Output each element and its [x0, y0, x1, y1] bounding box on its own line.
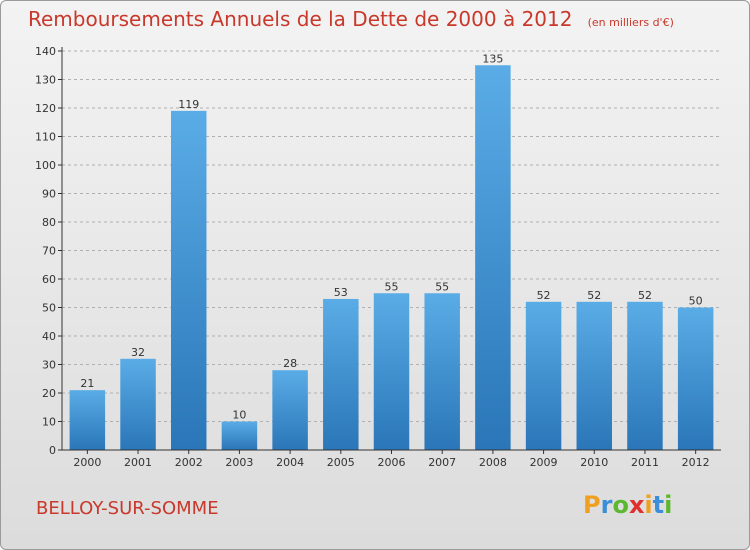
y-tick-label: 90 — [42, 188, 56, 201]
x-tick-label: 2006 — [378, 456, 406, 469]
y-tick-label: 80 — [42, 216, 56, 229]
proxiti-logo: Proxiti — [583, 491, 672, 519]
bar-value-label: 21 — [80, 377, 94, 390]
bar-value-label: 10 — [232, 409, 246, 422]
bar-2003 — [221, 421, 258, 450]
bar-value-label: 50 — [689, 295, 703, 308]
bar-2007 — [424, 293, 460, 450]
chart-unit: (en milliers d'€) — [587, 16, 674, 29]
bar-value-label: 53 — [334, 286, 348, 299]
bar-2011 — [627, 301, 663, 450]
logo-letter: t — [652, 491, 665, 519]
y-tick-label: 140 — [35, 45, 56, 58]
y-tick-label: 120 — [35, 102, 56, 115]
bar-2012 — [677, 307, 714, 450]
title-row: Remboursements Annuels de la Dette de 20… — [28, 7, 674, 31]
y-tick-label: 0 — [49, 444, 56, 457]
bar-value-label: 32 — [131, 346, 145, 359]
bar-value-label: 52 — [638, 289, 652, 302]
bar-2000 — [69, 390, 106, 450]
y-tick-label: 20 — [42, 387, 56, 400]
y-tick-label: 110 — [35, 131, 56, 144]
logo-letter: x — [628, 491, 645, 519]
bar-2002 — [170, 110, 207, 450]
x-tick-label: 2011 — [631, 456, 659, 469]
bar-value-label: 52 — [587, 289, 601, 302]
logo-letter: r — [600, 491, 613, 519]
x-tick-label: 2012 — [682, 456, 710, 469]
x-tick-label: 2004 — [276, 456, 304, 469]
x-tick-label: 2010 — [580, 456, 608, 469]
x-tick-label: 2001 — [124, 456, 152, 469]
x-tick-label: 2009 — [530, 456, 558, 469]
bar-2010 — [576, 301, 613, 450]
y-tick-label: 10 — [42, 416, 56, 429]
bar-2001 — [120, 358, 156, 450]
x-tick-label: 2000 — [73, 456, 101, 469]
bar-value-label: 28 — [283, 357, 297, 370]
logo-letter: i — [664, 491, 673, 519]
x-tick-label: 2005 — [327, 456, 355, 469]
logo-letter: o — [612, 491, 629, 519]
chart-title: Remboursements Annuels de la Dette de 20… — [28, 7, 573, 31]
bar-value-label: 135 — [482, 52, 503, 65]
bar-value-label: 52 — [537, 289, 551, 302]
y-tick-label: 70 — [42, 245, 56, 258]
x-tick-label: 2007 — [428, 456, 456, 469]
y-tick-label: 50 — [42, 302, 56, 315]
bar-2005 — [323, 298, 359, 450]
x-tick-label: 2003 — [225, 456, 253, 469]
bar-2009 — [525, 301, 562, 450]
y-tick-label: 30 — [42, 359, 56, 372]
bar-value-label: 119 — [178, 98, 199, 111]
bar-2004 — [272, 370, 308, 450]
town-name: BELLOY-SUR-SOMME — [36, 498, 219, 519]
y-tick-label: 40 — [42, 330, 56, 343]
y-tick-label: 60 — [42, 273, 56, 286]
bar-2006 — [373, 293, 410, 450]
x-tick-label: 2008 — [479, 456, 507, 469]
bar-value-label: 55 — [435, 280, 449, 293]
logo-letter: P — [583, 491, 601, 519]
logo-letter: i — [644, 491, 653, 519]
y-tick-label: 100 — [35, 159, 56, 172]
bar-value-label: 55 — [385, 280, 399, 293]
x-tick-label: 2002 — [175, 456, 203, 469]
y-tick-label: 130 — [35, 74, 56, 87]
bar-2008 — [475, 65, 511, 450]
